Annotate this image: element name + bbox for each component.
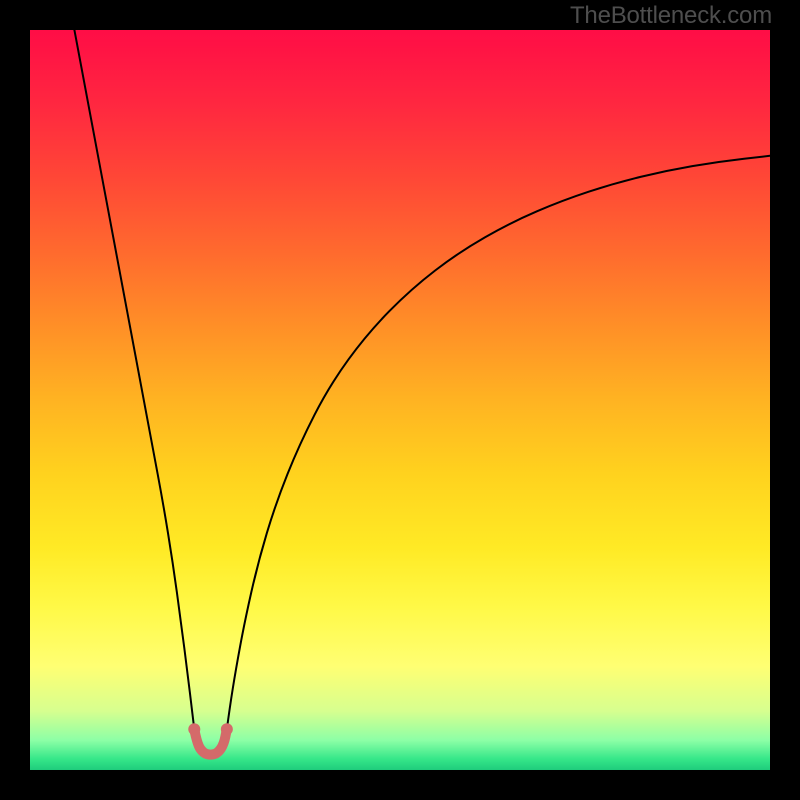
plot-area xyxy=(30,30,770,770)
chart-root: TheBottleneck.com xyxy=(0,0,800,800)
gradient-background xyxy=(30,30,770,770)
watermark-text: TheBottleneck.com xyxy=(570,2,772,30)
valley-marker-dot-0 xyxy=(188,723,200,735)
plot-svg xyxy=(30,30,770,770)
valley-marker-dot-1 xyxy=(221,723,233,735)
